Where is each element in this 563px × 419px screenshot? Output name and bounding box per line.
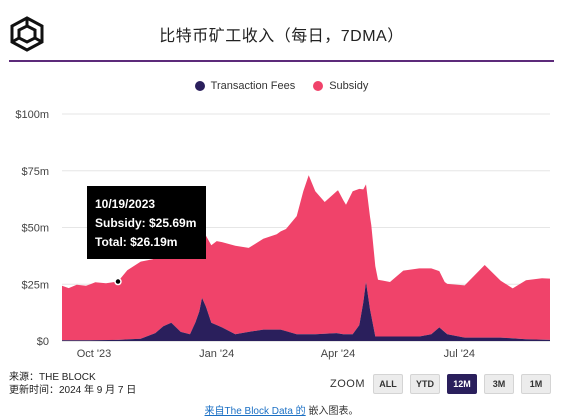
the-block-logo: [10, 16, 44, 52]
legend-swatch-subsidy: [313, 81, 324, 91]
x-tick-label: Oct '23: [77, 348, 112, 360]
zoom-12m-button[interactable]: 12M: [447, 374, 477, 394]
highlight-point: [114, 277, 122, 286]
y-tick-label: $50m: [21, 223, 49, 235]
zoom-controls: ZOOM ALL YTD 12M 3M 1M: [330, 374, 558, 394]
zoom-1m-button[interactable]: 1M: [521, 374, 551, 394]
chart-title: 比特币矿工收入（每日，7DMA）: [159, 28, 404, 45]
legend-item-subsidy[interactable]: Subsidy: [313, 80, 368, 92]
series-area-subsidy: [62, 175, 550, 341]
legend-swatch-transaction-fees: [194, 81, 205, 91]
x-tick-label: Jul '24: [444, 348, 475, 360]
embed-credit: 来自The Block Data 的 嵌入图表。: [0, 402, 563, 417]
zoom-ytd-button[interactable]: YTD: [410, 374, 440, 394]
revenue-chart[interactable]: $0 $25m $50m $75m $100m Oct '23 Jan '24 Apr '24…: [0, 0, 563, 360]
legend-label-subsidy: Subsidy: [329, 80, 369, 92]
updated-text: 更新时间：2024 年 9 月 7 日: [9, 385, 137, 396]
title-divider: [9, 60, 554, 62]
embed-link[interactable]: 来自The Block Data 的: [204, 406, 306, 417]
zoom-3m-button[interactable]: 3M: [484, 374, 514, 394]
chart-legend: Transaction Fees Subsidy: [0, 80, 563, 92]
legend-item-transaction-fees[interactable]: Transaction Fees: [194, 80, 296, 92]
tooltip-date: 10/19/2023: [95, 197, 156, 211]
x-tick-label: Jan '24: [199, 348, 234, 360]
tooltip-subsidy: Subsidy: $25.69m: [95, 216, 197, 230]
y-tick-label: $75m: [21, 166, 49, 178]
chart-tooltip: 10/19/2023 Subsidy: $25.69m Total: $26.1…: [87, 186, 206, 259]
tooltip-total: Total: $26.19m: [95, 235, 178, 249]
legend-label-transaction-fees: Transaction Fees: [210, 80, 296, 92]
x-tick-label: Apr '24: [321, 348, 356, 360]
chart-footer: 来源：THE BLOCK 更新时间：2024 年 9 月 7 日: [9, 371, 136, 397]
zoom-label: ZOOM: [330, 378, 365, 390]
y-tick-label: $0: [37, 336, 49, 348]
source-text: 来源：THE BLOCK: [9, 372, 96, 383]
y-tick-label: $100m: [15, 109, 49, 121]
y-tick-label: $25m: [21, 279, 49, 291]
embed-suffix: 嵌入图表。: [305, 406, 359, 417]
zoom-all-button[interactable]: ALL: [373, 374, 403, 394]
